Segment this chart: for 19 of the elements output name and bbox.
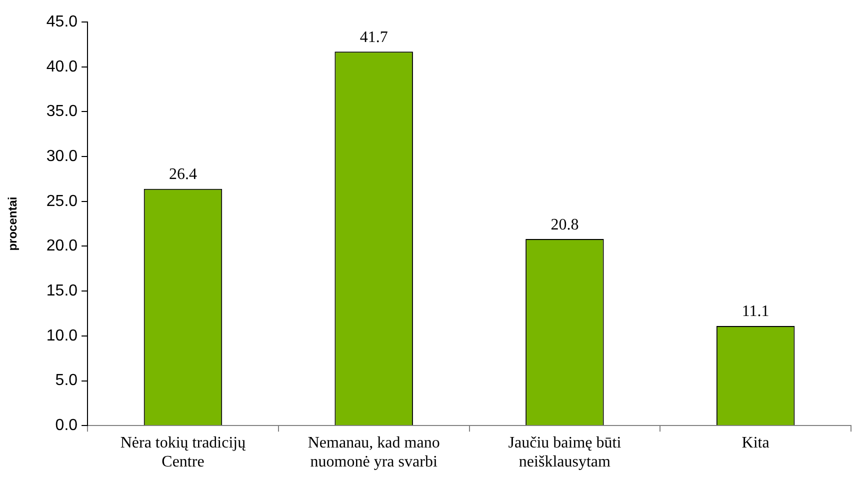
y-tick-label: 35.0 xyxy=(46,103,78,120)
y-tick-label: 30.0 xyxy=(46,148,78,165)
data-label: 11.1 xyxy=(742,303,770,320)
y-axis-title: procentai xyxy=(6,196,20,251)
y-tick-label: 0.0 xyxy=(55,417,78,434)
x-tick-label: Nemanau, kad mano nuomonė yra svarbi xyxy=(308,434,440,471)
y-tick-label: 15.0 xyxy=(46,282,78,300)
y-tick-label: 25.0 xyxy=(46,192,78,210)
data-label: 20.8 xyxy=(550,216,579,234)
y-tick-label: 45.0 xyxy=(46,13,78,30)
y-tick-label: 20.0 xyxy=(46,238,78,255)
x-tick-label: Jaučiu baimę būti neišklausytam xyxy=(508,434,622,471)
data-label: 41.7 xyxy=(360,28,388,46)
y-tick-label: 40.0 xyxy=(46,58,78,76)
data-label: 26.4 xyxy=(168,166,197,184)
y-tick-label: 5.0 xyxy=(55,372,78,390)
x-tick-label: Nėra tokių tradicijų Centre xyxy=(120,434,247,471)
y-tick-label: 10.0 xyxy=(46,327,78,344)
x-tick-label: Kita xyxy=(742,434,770,452)
